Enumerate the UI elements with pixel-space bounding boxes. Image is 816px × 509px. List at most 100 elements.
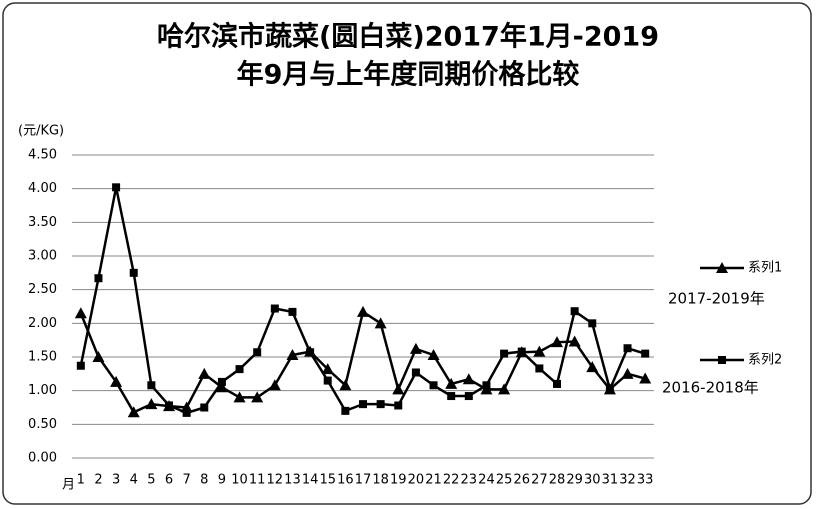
x-tick-label: 11	[249, 473, 266, 488]
x-tick-label: 21	[425, 473, 442, 488]
x-tick-label: 19	[390, 473, 407, 488]
point	[268, 379, 281, 391]
point	[321, 363, 334, 375]
x-tick-label: 24	[478, 473, 495, 488]
point	[112, 183, 121, 192]
point	[568, 335, 581, 347]
point	[588, 319, 597, 328]
point	[200, 403, 209, 412]
x-tick-label: 9	[218, 473, 226, 488]
x-tick-label: 32	[619, 473, 636, 488]
point	[198, 367, 211, 379]
point	[233, 391, 246, 403]
point	[394, 401, 403, 410]
legend-label: 系列2	[748, 353, 782, 368]
x-tick-label: 12	[267, 473, 284, 488]
point	[127, 406, 140, 418]
x-tick-label: 17	[355, 473, 372, 488]
point	[429, 381, 438, 390]
y-tick-label: 3.00	[28, 249, 57, 264]
point	[147, 381, 156, 390]
x-tick-label: 7	[182, 473, 190, 488]
point	[623, 344, 632, 353]
y-tick-label: 1.50	[28, 350, 57, 365]
point	[621, 367, 634, 379]
point	[92, 351, 105, 362]
x-tick-label: 6	[165, 473, 173, 488]
x-tick-label: 15	[319, 473, 336, 488]
y-tick-label: 2.00	[28, 316, 57, 331]
point	[376, 400, 385, 409]
x-tick-label: 4	[130, 473, 138, 488]
x-tick-label: 22	[443, 473, 460, 488]
point	[464, 392, 473, 401]
x-tick-label: 1	[77, 473, 85, 488]
point	[716, 262, 728, 273]
point	[605, 385, 614, 394]
x-tick-label: 18	[372, 473, 389, 488]
x-tick-label: 26	[513, 473, 530, 488]
y-axis-label: (元/KG)	[18, 124, 64, 139]
point	[74, 307, 87, 319]
point	[357, 305, 369, 317]
point	[409, 342, 422, 354]
point	[341, 406, 350, 415]
x-tick-label: 23	[461, 473, 478, 488]
x-tick-label: 27	[531, 473, 548, 488]
point	[323, 376, 332, 385]
point	[182, 408, 191, 417]
point	[482, 381, 491, 390]
point	[641, 349, 650, 358]
point	[270, 304, 279, 313]
point	[586, 361, 599, 373]
point	[339, 379, 352, 391]
y-tick-label: 0.00	[28, 451, 57, 466]
series-note: 2016-2018年	[662, 379, 759, 397]
chart-title: 哈尔滨市蔬菜(圆白菜)2017年1月-2019	[157, 21, 659, 53]
point	[447, 392, 456, 401]
point	[411, 368, 420, 377]
point	[498, 383, 511, 395]
series-note: 2017-2019年	[668, 290, 765, 308]
x-tick-label: 20	[408, 473, 425, 488]
x-axis-label: 月	[62, 478, 75, 493]
legend-label: 系列1	[748, 261, 782, 276]
y-tick-label: 4.00	[28, 181, 57, 196]
x-tick-label: 8	[200, 473, 208, 488]
x-tick-label: 3	[112, 473, 120, 488]
point	[570, 307, 579, 316]
point	[517, 347, 526, 356]
point	[165, 401, 173, 410]
x-tick-label: 29	[566, 473, 583, 488]
x-tick-label: 25	[496, 473, 513, 488]
x-tick-label: 14	[302, 473, 319, 488]
point	[639, 372, 652, 384]
point	[235, 365, 244, 374]
point	[553, 379, 561, 388]
point	[129, 268, 138, 277]
x-tick-label: 31	[602, 473, 619, 488]
point	[392, 383, 405, 395]
x-tick-label: 5	[147, 473, 155, 488]
chart-title: 年9月与上年度同期价格比较	[237, 59, 580, 91]
x-tick-label: 28	[549, 473, 566, 488]
x-tick-label: 16	[337, 473, 354, 488]
point	[533, 345, 546, 357]
point	[718, 356, 726, 364]
point	[500, 349, 509, 358]
x-tick-label: 30	[584, 473, 601, 488]
point	[251, 391, 264, 403]
point	[76, 361, 85, 370]
point	[110, 375, 123, 387]
point	[551, 336, 563, 348]
point	[253, 348, 262, 357]
x-tick-label: 10	[231, 473, 248, 488]
point	[145, 398, 158, 410]
y-tick-label: 3.50	[28, 215, 57, 230]
point	[94, 274, 103, 283]
point	[445, 377, 458, 389]
point	[462, 373, 475, 385]
point	[217, 377, 226, 386]
y-tick-label: 0.50	[28, 417, 57, 432]
